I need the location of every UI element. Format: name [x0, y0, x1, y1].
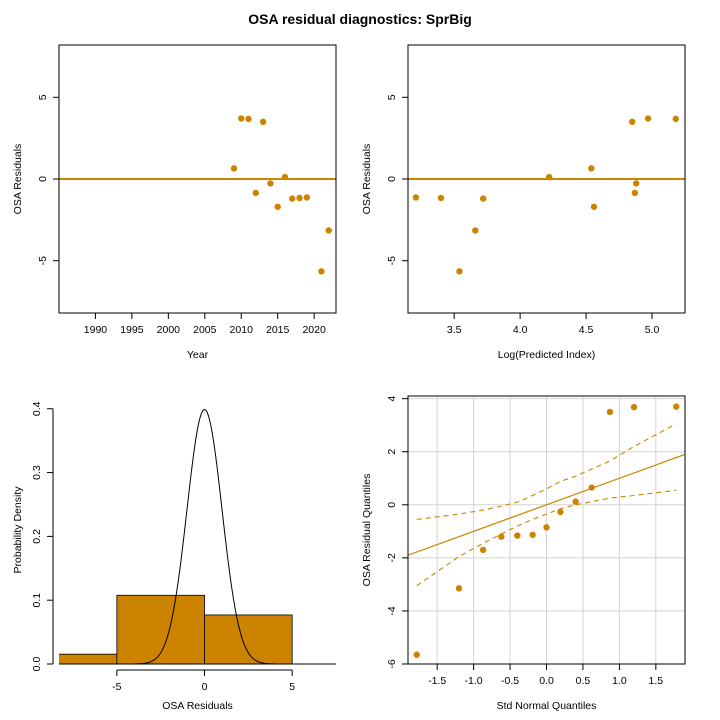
data-point [644, 115, 652, 122]
data-point [289, 195, 296, 202]
data-point [673, 403, 680, 410]
data-point [303, 194, 311, 201]
x-tick-label: 2020 [302, 324, 326, 336]
y-tick-label: -5 [37, 256, 49, 265]
x-tick-label: 1.5 [649, 675, 664, 687]
data-point [572, 498, 579, 505]
data-point [545, 173, 553, 181]
x-tick-label: -1.0 [465, 675, 483, 687]
y-tick-label: 2 [386, 449, 398, 455]
y-tick-label: -4 [386, 606, 398, 615]
x-axis-label: Std Normal Quantiles [497, 700, 597, 712]
data-point [606, 408, 614, 416]
y-tick-label: 0.3 [31, 465, 43, 480]
data-point [498, 533, 505, 540]
x-tick-label: 1.0 [612, 675, 627, 687]
data-point [437, 194, 445, 202]
y-axis-label: Probability Density [12, 486, 24, 574]
qq-lines [408, 423, 685, 587]
data-point [543, 524, 550, 531]
data-point [413, 651, 420, 658]
data-point [479, 195, 487, 202]
panel-qq-plot: -1.5 -1.0 -0.5 0.0 0.5 1.0 1.5 -6 -4 -2 0 2 4 Std Nor… [361, 395, 686, 712]
data-point [514, 532, 521, 539]
x-tick-label: -0.5 [501, 675, 519, 687]
x-tick-label: 5.0 [645, 324, 660, 336]
x-tick-label: 2005 [193, 324, 217, 336]
data-point [529, 531, 536, 538]
panel-residuals-vs-year: 1990 1995 2000 2005 2010 2015 2020 -5 0 5 Year OSA … [12, 44, 337, 361]
data-point [557, 508, 564, 516]
data-point [472, 227, 479, 234]
data-point [230, 165, 238, 172]
y-tick-label: -2 [386, 553, 398, 562]
reference-line [408, 453, 685, 556]
data-point [412, 194, 420, 201]
data-point [479, 546, 487, 554]
x-tick-label: 3.5 [447, 324, 462, 336]
main-title: OSA residual diagnostics: SprBig [248, 11, 472, 27]
y-tick-label: 4 [386, 396, 398, 402]
data-point [318, 268, 325, 275]
data-point [267, 180, 274, 187]
y-tick-label: -6 [386, 659, 398, 668]
y-tick-label: 0.1 [31, 593, 43, 608]
x-tick-label: 0.5 [576, 675, 591, 687]
x-tick-label: 2000 [157, 324, 181, 336]
y-axis-label: OSA Residuals [361, 144, 373, 215]
data-point [629, 118, 636, 126]
data-point [456, 268, 463, 275]
histogram-bar [204, 614, 293, 664]
x-axis-label: Year [187, 349, 209, 361]
data-point [588, 484, 595, 491]
data-point [588, 165, 595, 172]
x-tick-label: 0.0 [539, 675, 554, 687]
x-tick-label: -5 [112, 681, 121, 693]
x-tick-label: 4.5 [579, 324, 594, 336]
data-point [632, 180, 640, 187]
x-tick-label: 0 [202, 681, 208, 693]
data-point [245, 115, 252, 123]
data-point [672, 115, 679, 123]
y-tick-label: 0 [386, 502, 398, 508]
x-tick-label: 4.0 [513, 324, 528, 336]
x-tick-label: 2010 [230, 324, 254, 336]
x-tick-label: -1.5 [428, 675, 446, 687]
y-tick-label: 0.2 [31, 529, 43, 544]
data-point [238, 115, 245, 122]
panel-residuals-vs-predicted: 3.5 4.0 4.5 5.0 -5 0 5 Log(Predicted Index) OSA … [361, 44, 686, 361]
data-point [590, 203, 598, 210]
data-point [325, 227, 332, 234]
x-axis-label: OSA Residuals [162, 700, 233, 712]
y-tick-label: 0.4 [31, 401, 43, 416]
y-tick-label: 0 [386, 176, 398, 182]
data-point [252, 189, 260, 197]
x-tick-label: 5 [289, 681, 295, 693]
data-point [281, 173, 289, 181]
y-axis-label: OSA Residuals [12, 144, 24, 215]
y-tick-label: 0.0 [31, 657, 43, 672]
data-point [296, 194, 303, 202]
x-axis-label: Log(Predicted Index) [498, 349, 595, 361]
data-point [274, 203, 281, 210]
data-point [259, 118, 267, 126]
panel-residual-histogram: -5 0 5 0.0 0.1 0.2 0.3 0.4 OSA Residuals Probabil… [12, 401, 336, 712]
x-tick-label: 2015 [266, 324, 290, 336]
y-tick-label: 0 [37, 176, 49, 182]
confidence-band-upper [416, 423, 677, 520]
data-point [630, 403, 638, 411]
data-point [631, 189, 639, 197]
x-tick-label: 1990 [84, 324, 108, 336]
y-axis-label: OSA Residual Quantiles [361, 474, 373, 587]
y-tick-label: -5 [386, 256, 398, 265]
y-tick-label: 5 [386, 94, 398, 100]
y-tick-label: 5 [37, 94, 49, 100]
data-point [455, 585, 463, 592]
x-tick-label: 1995 [120, 324, 144, 336]
confidence-band-lower [416, 489, 677, 587]
